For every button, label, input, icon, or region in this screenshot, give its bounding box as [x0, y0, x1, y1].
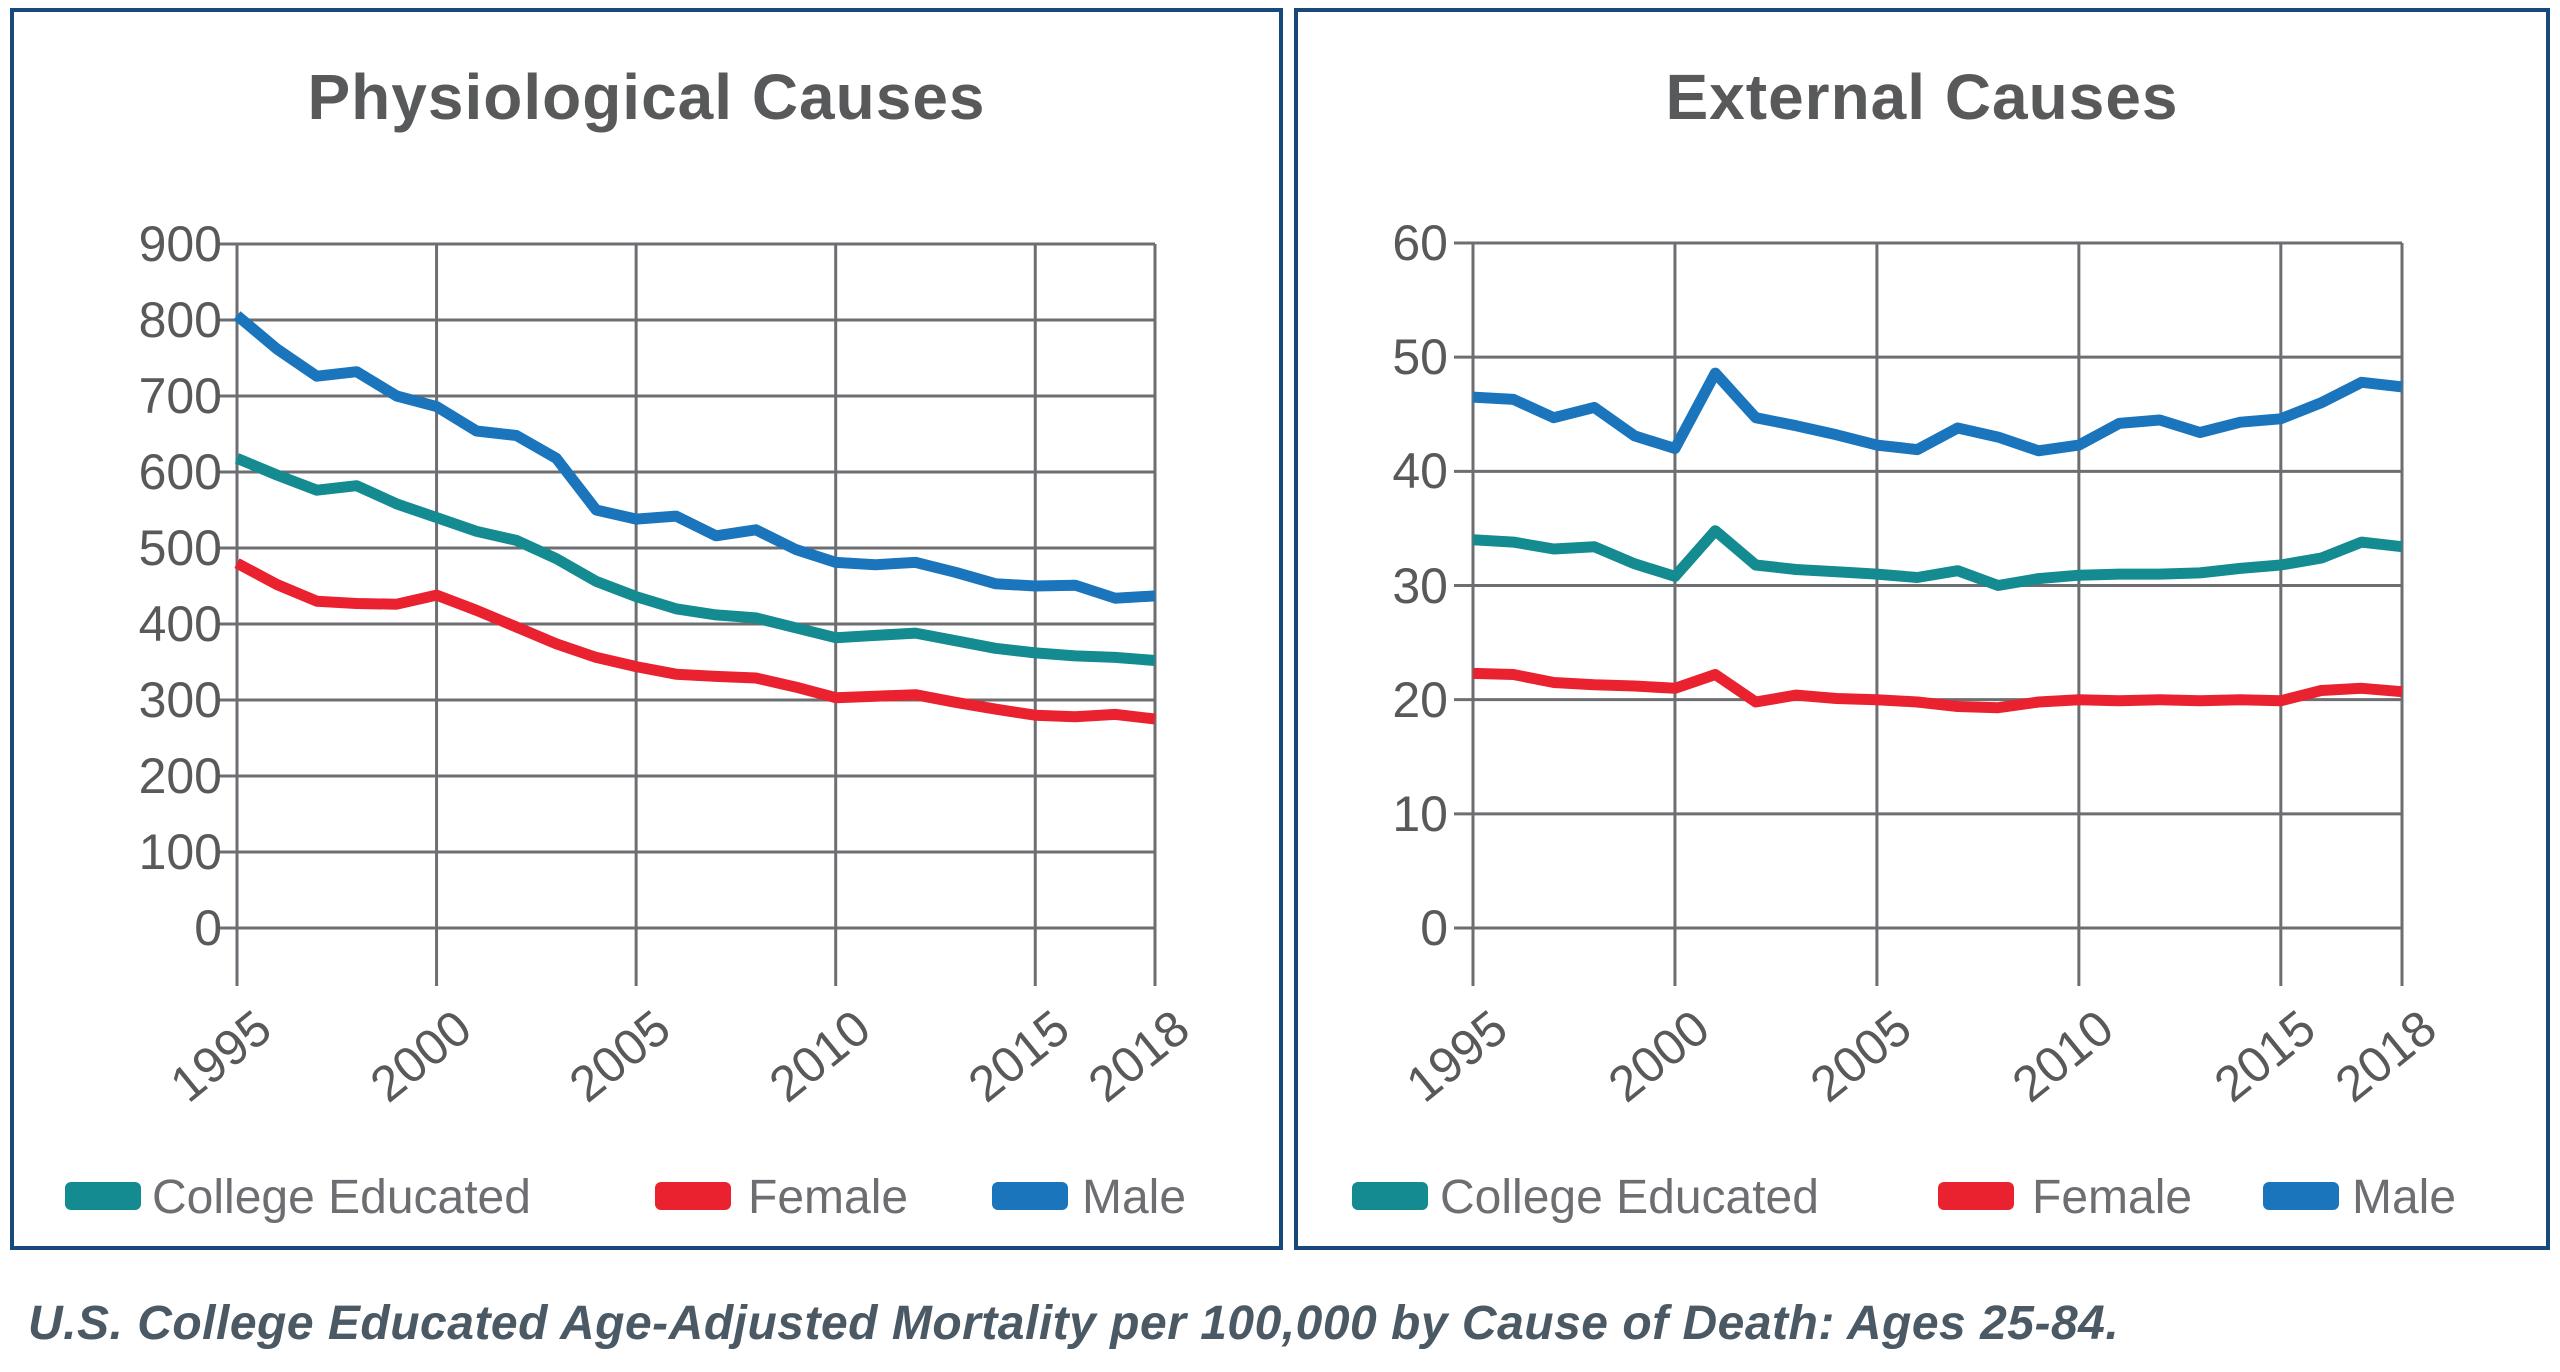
male-series-line-external	[1472, 367, 2403, 457]
college-educated-series-line-external	[1472, 525, 2403, 591]
chart-title-physiological: Physiological Causes	[307, 61, 986, 133]
chart-title-external: External Causes	[1665, 61, 2179, 133]
external-causes-panel: External Causes	[1294, 8, 2550, 1250]
female-series-line-physiological	[234, 558, 1156, 725]
college-educated-series-line-physiological	[234, 453, 1156, 666]
physiological-causes-panel: Physiological Causes	[10, 8, 1283, 1250]
female-series-line-external	[1472, 667, 2403, 714]
figure-caption: U.S. College Educated Age-Adjusted Morta…	[28, 1297, 2120, 1350]
male-series-line-physiological	[233, 311, 1156, 604]
